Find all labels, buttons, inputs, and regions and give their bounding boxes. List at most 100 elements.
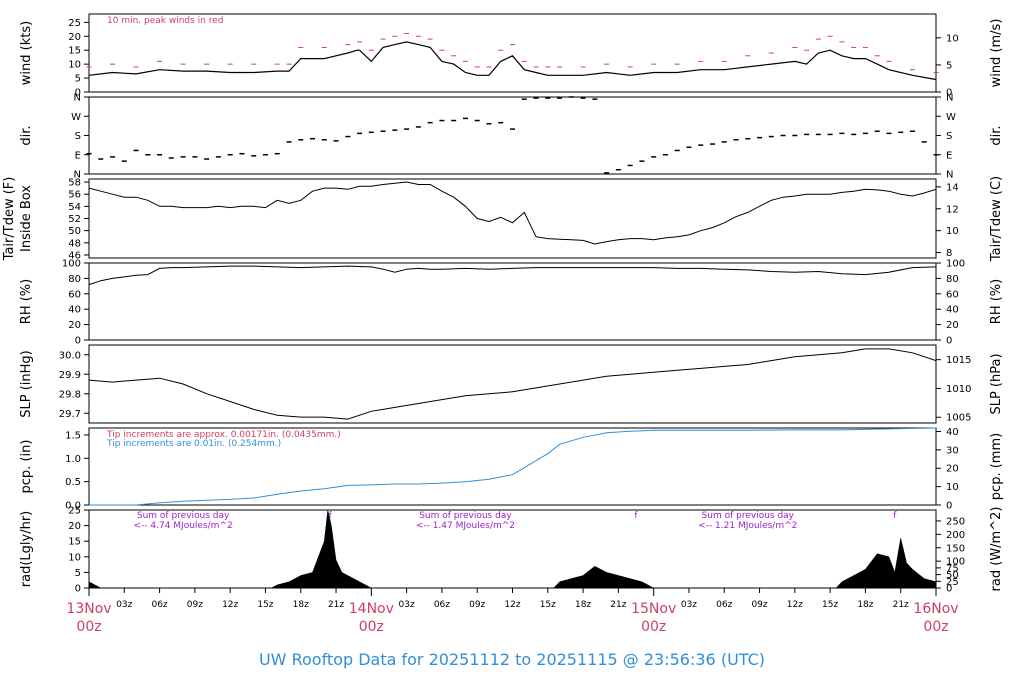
ytick-label-left: 0.5 bbox=[65, 477, 81, 488]
ylabel-right: wind (m/s) bbox=[989, 19, 1004, 88]
ytick-label-right: 0 bbox=[946, 336, 952, 347]
xtick-label: 03z bbox=[399, 600, 415, 610]
daily-note-line1: Sum of previous day bbox=[137, 511, 230, 521]
ytick-label-right: 60 bbox=[946, 289, 959, 300]
ytick-label-right: 20 bbox=[946, 320, 959, 331]
ytick-label-left: 52 bbox=[68, 214, 81, 225]
panel-wind: 0 5 10 15 20 25 0 5 10 wind (kts) wind (m/s) 10 min… bbox=[19, 13, 1004, 99]
xtick-label: 06z bbox=[434, 600, 450, 610]
ytick-label-right: 40 bbox=[946, 305, 959, 316]
ytick-label-right: 50 bbox=[946, 570, 959, 581]
ytick-label-right: E bbox=[946, 150, 952, 161]
panel-frame bbox=[88, 344, 937, 424]
ytick-label-left: 80 bbox=[68, 274, 81, 285]
ylabel-left: wind (kts) bbox=[19, 21, 34, 85]
xtick-label: 09z bbox=[751, 600, 767, 610]
panel-frame bbox=[88, 13, 937, 93]
ytick-label-left: 15 bbox=[68, 537, 81, 548]
ytick-label-left: 58 bbox=[68, 178, 81, 189]
ytick-label-left: 15 bbox=[68, 46, 81, 57]
xtick-label: 12z bbox=[222, 600, 238, 610]
series-slp bbox=[88, 348, 937, 420]
panel-rad: 05101520250255075100150200250rad(Lgly/hr… bbox=[19, 506, 1004, 595]
ytick-label-right: 30 bbox=[946, 445, 959, 456]
ytick-label-left: 10 bbox=[68, 60, 81, 71]
xtick-label: 18z bbox=[575, 600, 591, 610]
ytick-label-right: 5 bbox=[946, 60, 952, 71]
series-rh bbox=[88, 265, 937, 286]
series-dir bbox=[86, 96, 939, 174]
panel-frame bbox=[88, 427, 937, 506]
ytick-label-left: 60 bbox=[68, 289, 81, 300]
xtick-label: 09z bbox=[469, 600, 485, 610]
series-rad bbox=[88, 509, 937, 589]
ylabel-right: rad (W/m^2) bbox=[989, 507, 1004, 592]
date-label: 14Nov bbox=[349, 601, 394, 617]
series-wind bbox=[88, 41, 937, 81]
ytick-label-right: 80 bbox=[946, 274, 959, 285]
ylabel-left: dir. bbox=[19, 125, 34, 145]
ylabel-left: RH (%) bbox=[19, 279, 34, 324]
panel-rh: 0 20 40 60 80 100 0 20 40 60 80 100 RH (%) RH (%) bbox=[19, 259, 1004, 347]
ylabel-right: RH (%) bbox=[989, 279, 1004, 324]
ylabel-left: rad(Lgly/hr) bbox=[19, 511, 34, 587]
ytick-label-left: 50 bbox=[68, 226, 81, 237]
xtick-label: 15z bbox=[257, 600, 273, 610]
ytick-label-right: 12 bbox=[946, 204, 959, 215]
ytick-label-right: 20 bbox=[946, 464, 959, 475]
panel-frame bbox=[88, 96, 937, 175]
daily-note-line2: <-- 1.47 MJoules/m^2 bbox=[416, 521, 515, 531]
xtick-label: 15z bbox=[822, 600, 838, 610]
ytick-label-left: 29.9 bbox=[59, 370, 81, 381]
ylabel-right: dir. bbox=[989, 125, 1004, 145]
ytick-label-right: 100 bbox=[946, 557, 965, 568]
xtick-label: 03z bbox=[681, 600, 697, 610]
panel-frame bbox=[88, 509, 937, 589]
ytick-label-right: 75 bbox=[946, 563, 959, 574]
ytick-label-right: 1005 bbox=[946, 413, 971, 424]
ylabel-left: Inside Box bbox=[19, 185, 34, 252]
ytick-label-right: 1015 bbox=[946, 355, 971, 366]
ytick-label-left: 0 bbox=[75, 336, 81, 347]
date-time-label: 00z bbox=[923, 619, 948, 635]
ytick-label-right: 10 bbox=[946, 33, 959, 44]
panel-note: Tip increments are 0.01in. (0.254mm.) bbox=[106, 439, 281, 449]
panel-note: Tip increments are approx. 0.00171in. (0… bbox=[106, 430, 341, 440]
date-label: 15Nov bbox=[631, 601, 676, 617]
ytick-label-right: 1010 bbox=[946, 384, 971, 395]
footer-title: UW Rooftop Data for 20251112 to 20251115… bbox=[259, 650, 765, 669]
ytick-label-left: 29.8 bbox=[59, 389, 81, 400]
series-pcp bbox=[89, 427, 937, 506]
ytick-label-left: S bbox=[75, 131, 81, 142]
daily-marker: f bbox=[634, 511, 638, 521]
xtick-label: 06z bbox=[151, 600, 167, 610]
ylabel-right: pcp. (mm) bbox=[989, 433, 1004, 500]
panel-slp: 29.7 29.8 29.9 30.0 1005 1010 1015 SLP (inHg) SL… bbox=[19, 344, 1004, 424]
daily-marker: f bbox=[329, 511, 333, 521]
ytick-label-right: N bbox=[946, 93, 953, 104]
ytick-label-left: 5 bbox=[75, 568, 81, 579]
ytick-label-right: 10 bbox=[946, 226, 959, 237]
ytick-label-right: W bbox=[946, 112, 956, 123]
ytick-label-right: 200 bbox=[946, 530, 965, 541]
ytick-label-right: 0 bbox=[946, 88, 952, 99]
xtick-label: 09z bbox=[187, 600, 203, 610]
ytick-label-right: 10 bbox=[946, 482, 959, 493]
xtick-label: 21z bbox=[893, 600, 909, 610]
ytick-label-left: 5 bbox=[75, 74, 81, 85]
xtick-label: 18z bbox=[857, 600, 873, 610]
ytick-label-right: 0 bbox=[946, 501, 952, 512]
ytick-label-right: 250 bbox=[946, 516, 965, 527]
ytick-label-left: N bbox=[74, 170, 81, 181]
ytick-label-left: 1.5 bbox=[65, 431, 81, 442]
ylabel-right: SLP (hPa) bbox=[989, 353, 1004, 414]
daily-note-line2: <-- 1.21 MJoules/m^2 bbox=[698, 521, 797, 531]
panel-frame bbox=[88, 262, 937, 341]
ylabel-right: Tair/Tdew (C) bbox=[989, 176, 1004, 262]
date-time-label: 00z bbox=[641, 619, 666, 635]
daily-note-line1: Sum of previous day bbox=[702, 511, 795, 521]
panel-frame bbox=[88, 178, 937, 259]
xtick-label: 21z bbox=[328, 600, 344, 610]
ytick-label-left: 100 bbox=[62, 259, 81, 270]
